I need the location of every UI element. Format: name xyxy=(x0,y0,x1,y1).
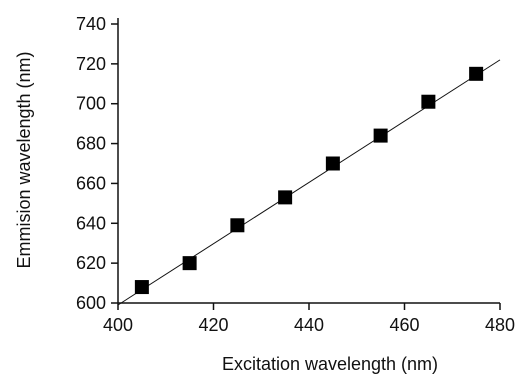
y-tick-label: 680 xyxy=(76,134,106,154)
y-tick-label: 720 xyxy=(76,54,106,74)
data-points xyxy=(134,66,484,295)
data-point-marker xyxy=(421,94,436,109)
fit-line xyxy=(117,59,501,306)
x-tick-label: 480 xyxy=(485,315,515,335)
data-point-marker xyxy=(278,190,293,205)
data-point-marker xyxy=(134,280,149,295)
y-tick-label: 660 xyxy=(76,173,106,193)
x-axis-ticks: 400 420 440 460 480 xyxy=(103,303,515,335)
data-point-marker xyxy=(182,256,197,271)
x-tick-label: 400 xyxy=(103,315,133,335)
x-axis-title: Excitation wavelength (nm) xyxy=(222,354,438,374)
y-axis-title: Emmision wavelength (nm) xyxy=(14,51,34,268)
data-point-marker xyxy=(373,128,388,143)
x-tick-label: 460 xyxy=(389,315,419,335)
y-axis-ticks: 600 620 640 660 680 700 720 740 xyxy=(76,14,118,313)
y-tick-label: 740 xyxy=(76,14,106,34)
data-point-marker xyxy=(325,156,340,171)
y-tick-label: 700 xyxy=(76,94,106,114)
data-point-marker xyxy=(230,218,245,233)
y-tick-label: 600 xyxy=(76,293,106,313)
x-tick-label: 420 xyxy=(198,315,228,335)
y-tick-label: 620 xyxy=(76,253,106,273)
data-point-marker xyxy=(469,66,484,81)
y-tick-label: 640 xyxy=(76,213,106,233)
x-tick-label: 440 xyxy=(294,315,324,335)
